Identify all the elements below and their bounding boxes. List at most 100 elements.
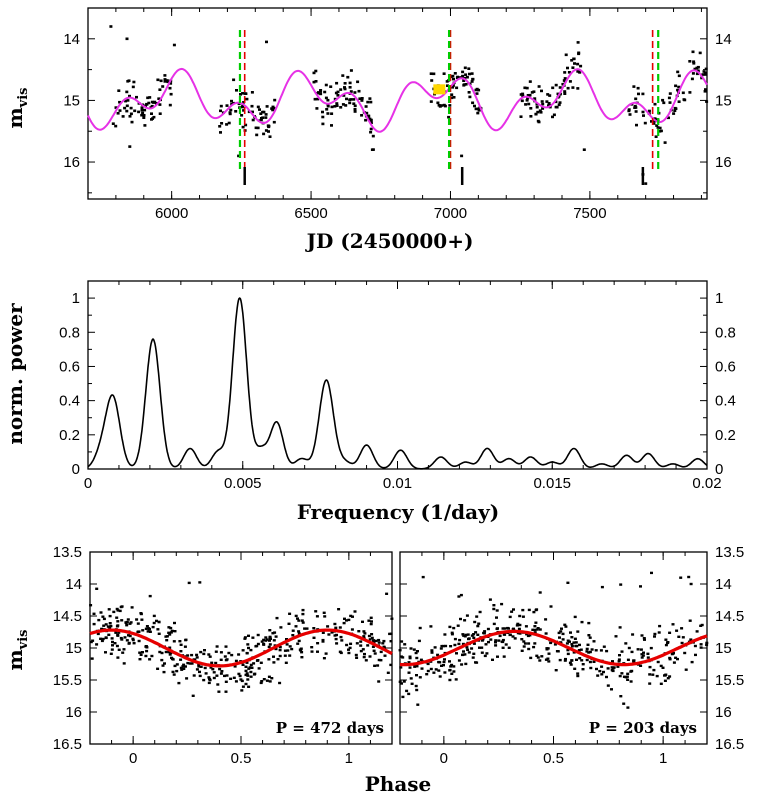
xtick-label: 0 xyxy=(440,750,448,767)
lightcurve-point xyxy=(140,113,144,117)
phase-point xyxy=(110,648,114,651)
phase-point xyxy=(465,614,469,617)
lightcurve-point xyxy=(370,148,374,151)
phase-point xyxy=(278,645,282,649)
lightcurve-point xyxy=(653,102,657,106)
phase-point xyxy=(230,653,234,657)
lightcurve-point xyxy=(241,104,245,108)
phase-point xyxy=(95,587,99,590)
phase-point xyxy=(684,668,688,671)
phase-point xyxy=(338,626,342,629)
phase-point xyxy=(410,682,414,685)
phase-point xyxy=(538,591,542,594)
lightcurve-point xyxy=(704,67,708,71)
phase-point xyxy=(147,627,151,630)
phase-point xyxy=(90,657,94,660)
phase-point xyxy=(588,660,592,664)
phase-point xyxy=(438,661,442,664)
phase-point xyxy=(524,625,528,628)
lightcurve-point xyxy=(163,74,167,77)
phase-point xyxy=(566,581,570,584)
phase-point xyxy=(495,627,499,630)
phase-point xyxy=(239,678,243,681)
lightcurve-point xyxy=(566,86,570,90)
lightcurve-point xyxy=(450,96,454,100)
phase-point xyxy=(463,619,467,622)
lightcurve-point xyxy=(230,99,233,103)
lightcurve-point xyxy=(321,110,324,114)
phase-point xyxy=(558,658,562,662)
lightcurve-point xyxy=(349,98,353,101)
phase-point xyxy=(178,640,182,643)
phase-point xyxy=(122,648,126,651)
phase-point xyxy=(144,654,148,658)
phase-point xyxy=(217,690,221,693)
phase-point xyxy=(382,639,386,643)
phase-point xyxy=(139,612,143,616)
phase-point xyxy=(184,665,187,668)
lightcurve-ylabel: mvis xyxy=(3,88,31,129)
lightcurve-point xyxy=(336,94,340,97)
phase-point xyxy=(668,658,672,661)
phase-point xyxy=(576,630,580,633)
phase-point xyxy=(429,667,433,671)
phase-point xyxy=(312,627,316,630)
phase-point xyxy=(245,672,249,675)
phase-point xyxy=(606,667,610,670)
lightcurve-point xyxy=(547,102,551,105)
phase-point xyxy=(520,649,524,652)
phase-point xyxy=(368,638,372,641)
phase-point xyxy=(531,628,535,631)
lightcurve-point xyxy=(641,92,645,96)
phase-point xyxy=(272,655,275,658)
lightcurve-point xyxy=(229,108,233,112)
phase-point xyxy=(594,649,598,652)
phase-point xyxy=(92,622,96,626)
phase-point xyxy=(517,627,521,631)
phase-point xyxy=(373,664,377,667)
phase-point xyxy=(518,623,522,627)
lightcurve-point xyxy=(633,104,637,108)
phase-point xyxy=(450,672,454,675)
phase-xlabel: Phase xyxy=(365,772,432,796)
lightcurve-point xyxy=(128,145,132,148)
phase-point xyxy=(173,664,177,668)
phase-point xyxy=(407,692,411,696)
phase-point xyxy=(95,643,99,646)
phase-point xyxy=(333,622,337,626)
lightcurve-point xyxy=(576,87,580,90)
phase-point xyxy=(501,627,505,630)
phase-point xyxy=(202,652,206,656)
phase-point xyxy=(197,665,201,668)
phase-point xyxy=(203,649,206,652)
phase-point xyxy=(599,649,603,652)
phase-point xyxy=(457,595,461,598)
phase-point xyxy=(369,616,373,619)
lightcurve-point xyxy=(576,62,580,66)
lightcurve-point xyxy=(366,100,370,104)
lightcurve-point xyxy=(455,86,459,90)
lightcurve-model-curve xyxy=(87,67,708,133)
phase-point xyxy=(155,619,158,623)
phase-point xyxy=(618,654,621,657)
lightcurve-point xyxy=(554,83,558,87)
lightcurve-point xyxy=(219,131,222,134)
phase-point xyxy=(464,633,468,637)
lightcurve-point xyxy=(335,102,339,105)
phase-point xyxy=(135,618,139,621)
ytick-label-right: 15.5 xyxy=(715,672,744,689)
phase-point xyxy=(162,670,166,674)
phase-point xyxy=(127,641,131,645)
lightcurve-point xyxy=(158,112,162,115)
phase-point xyxy=(405,689,409,693)
lightcurve-point xyxy=(346,75,350,79)
phase-point xyxy=(570,643,574,646)
phase-point xyxy=(492,604,496,607)
lightcurve-point xyxy=(348,101,352,105)
phase-point xyxy=(343,617,346,620)
phase-point xyxy=(657,631,661,634)
phase-point xyxy=(620,672,624,675)
lightcurve-point xyxy=(667,116,670,120)
lightcurve-point xyxy=(262,132,266,136)
phase-point xyxy=(370,636,374,640)
